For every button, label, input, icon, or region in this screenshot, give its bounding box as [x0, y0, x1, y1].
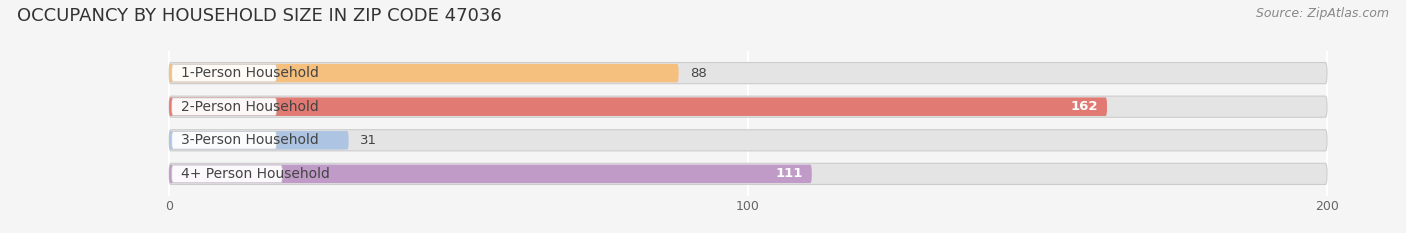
FancyBboxPatch shape — [169, 64, 679, 82]
FancyBboxPatch shape — [169, 165, 811, 183]
FancyBboxPatch shape — [172, 132, 277, 149]
FancyBboxPatch shape — [172, 98, 277, 115]
FancyBboxPatch shape — [169, 163, 1327, 185]
Text: OCCUPANCY BY HOUSEHOLD SIZE IN ZIP CODE 47036: OCCUPANCY BY HOUSEHOLD SIZE IN ZIP CODE … — [17, 7, 502, 25]
Text: 4+ Person Household: 4+ Person Household — [181, 167, 329, 181]
Text: 1-Person Household: 1-Person Household — [181, 66, 319, 80]
Text: Source: ZipAtlas.com: Source: ZipAtlas.com — [1256, 7, 1389, 20]
FancyBboxPatch shape — [169, 130, 1327, 151]
Text: 162: 162 — [1071, 100, 1098, 113]
Text: 2-Person Household: 2-Person Household — [181, 100, 319, 114]
Text: 31: 31 — [360, 134, 377, 147]
FancyBboxPatch shape — [169, 62, 1327, 84]
FancyBboxPatch shape — [172, 165, 283, 183]
Text: 111: 111 — [776, 167, 803, 180]
FancyBboxPatch shape — [169, 96, 1327, 117]
Text: 3-Person Household: 3-Person Household — [181, 133, 319, 147]
Text: 88: 88 — [690, 67, 707, 80]
FancyBboxPatch shape — [172, 64, 277, 82]
FancyBboxPatch shape — [169, 131, 349, 150]
FancyBboxPatch shape — [169, 97, 1107, 116]
